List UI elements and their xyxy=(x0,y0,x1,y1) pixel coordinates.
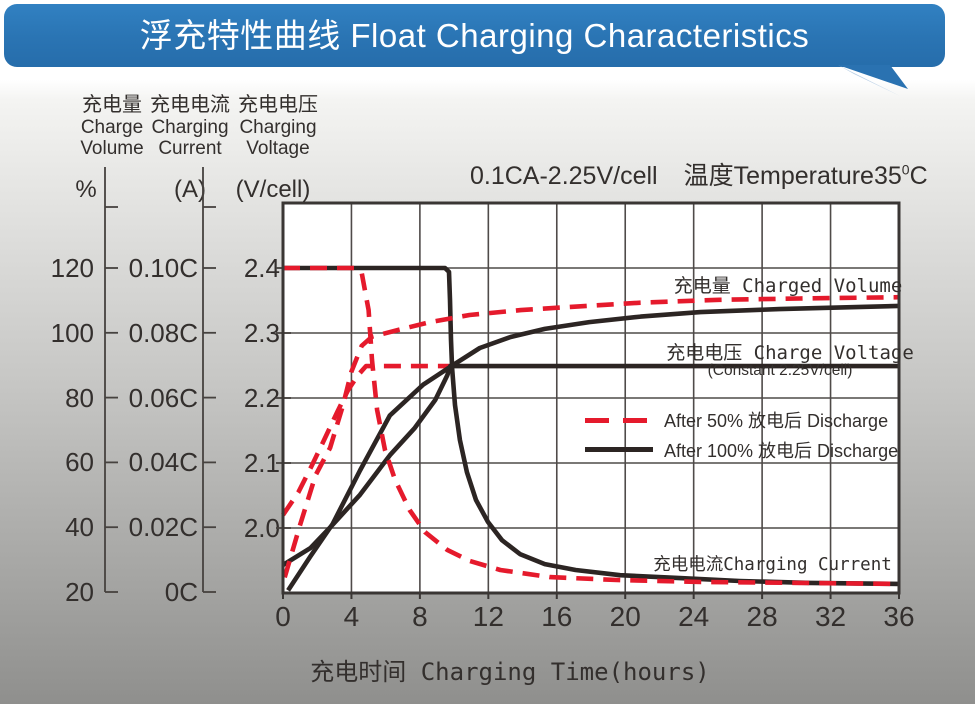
annotation-charged-volume: 充电量 Charged Volume xyxy=(673,275,903,297)
axis-unit-1: (A) xyxy=(174,176,206,203)
title-banner: 浮充特性曲线 Float Charging Characteristics xyxy=(4,4,945,67)
axis-unit-2: (V/cell) xyxy=(235,176,311,203)
banner-title: 浮充特性曲线 Float Charging Characteristics xyxy=(139,17,810,54)
annotation-constant-voltage: (Constant 2.25V/cell) xyxy=(707,362,853,379)
condition-temperature: 温度Temperature35 xyxy=(683,162,902,190)
axis-header-en: Charging xyxy=(151,117,229,138)
y-tick-label: 60 xyxy=(65,447,94,478)
axis-header-0: 充电量 Charge Volume xyxy=(52,94,172,159)
legend-label-100: After 100% 放电后 Discharge xyxy=(664,441,899,461)
x-tick-label: 32 xyxy=(814,601,847,632)
x-tick-label: 4 xyxy=(343,601,360,632)
x-tick-label: 12 xyxy=(472,601,504,632)
banner-tail-icon xyxy=(838,65,908,96)
axis-header-en: Charge xyxy=(80,117,144,138)
y-tick-label: 2.4 xyxy=(243,253,280,283)
axis-header-zh: 充电量 xyxy=(82,94,142,116)
axis-header-zh: 充电电压 xyxy=(238,94,318,116)
x-tick-label: 36 xyxy=(883,601,915,632)
annotation-charge-voltage: 充电电压 Charge Voltage xyxy=(666,342,914,364)
y-tick-label: 2.2 xyxy=(243,383,280,413)
y-tick-label: 0.04C xyxy=(128,447,198,478)
x-tick-label: 24 xyxy=(678,601,710,632)
y-tick-label: 0.10C xyxy=(128,253,198,283)
x-tick-label: 8 xyxy=(412,601,428,632)
y-tick-label: 100 xyxy=(50,317,94,348)
y-tick-label: 2.1 xyxy=(243,448,280,478)
y-tick-label: 2.0 xyxy=(243,513,280,543)
chart-legend: After 50% 放电后 Discharge After 100% 放电后 D… xyxy=(585,405,898,467)
y-tick-label: 0.08C xyxy=(128,317,198,348)
chart-condition-title: 0.1CA-2.25V/cell 温度Temperature350C xyxy=(470,156,928,192)
legend-dashed-line-sample xyxy=(585,418,653,423)
condition-unit: C xyxy=(909,162,928,190)
axis-header-en: Current xyxy=(158,138,222,159)
axis-unit-0: % xyxy=(75,176,97,203)
x-tick-label: 20 xyxy=(609,601,641,632)
y-tick-label: 0.02C xyxy=(128,512,198,543)
axis-header-en: Voltage xyxy=(246,138,310,159)
axis-header-en: Charging xyxy=(239,117,317,138)
y-tick-label: 80 xyxy=(65,382,94,413)
axis-header-zh: 充电电流 xyxy=(150,94,230,116)
y-tick-label: 120 xyxy=(50,253,94,283)
condition-rate: 0.1CA-2.25V/cell xyxy=(470,162,658,190)
y-tick-label: 0.06C xyxy=(128,382,198,413)
y-tick-label: 40 xyxy=(65,512,94,543)
y-tick-label: 2.3 xyxy=(243,318,280,348)
degree-sup: 0 xyxy=(901,161,910,178)
axis-header-2: 充电电压 Charging Voltage xyxy=(218,94,338,159)
legend-label-50: After 50% 放电后 Discharge xyxy=(664,411,889,431)
x-tick-label: 0 xyxy=(275,601,291,632)
annotation-charging-current: 充电电流Charging Current xyxy=(653,555,892,575)
x-axis-title: 充电时间 Charging Time(hours) xyxy=(310,658,710,686)
axis-header-en: Volume xyxy=(80,138,144,159)
x-tick-label: 16 xyxy=(541,601,573,632)
legend-solid-line-sample xyxy=(585,447,653,452)
y-tick-label: 0C xyxy=(164,577,198,607)
x-tick-label: 28 xyxy=(746,601,778,632)
y-tick-label: 20 xyxy=(65,577,94,607)
axis-header-1: 充电电流 Charging Current xyxy=(130,94,250,159)
plot-area xyxy=(283,203,899,593)
